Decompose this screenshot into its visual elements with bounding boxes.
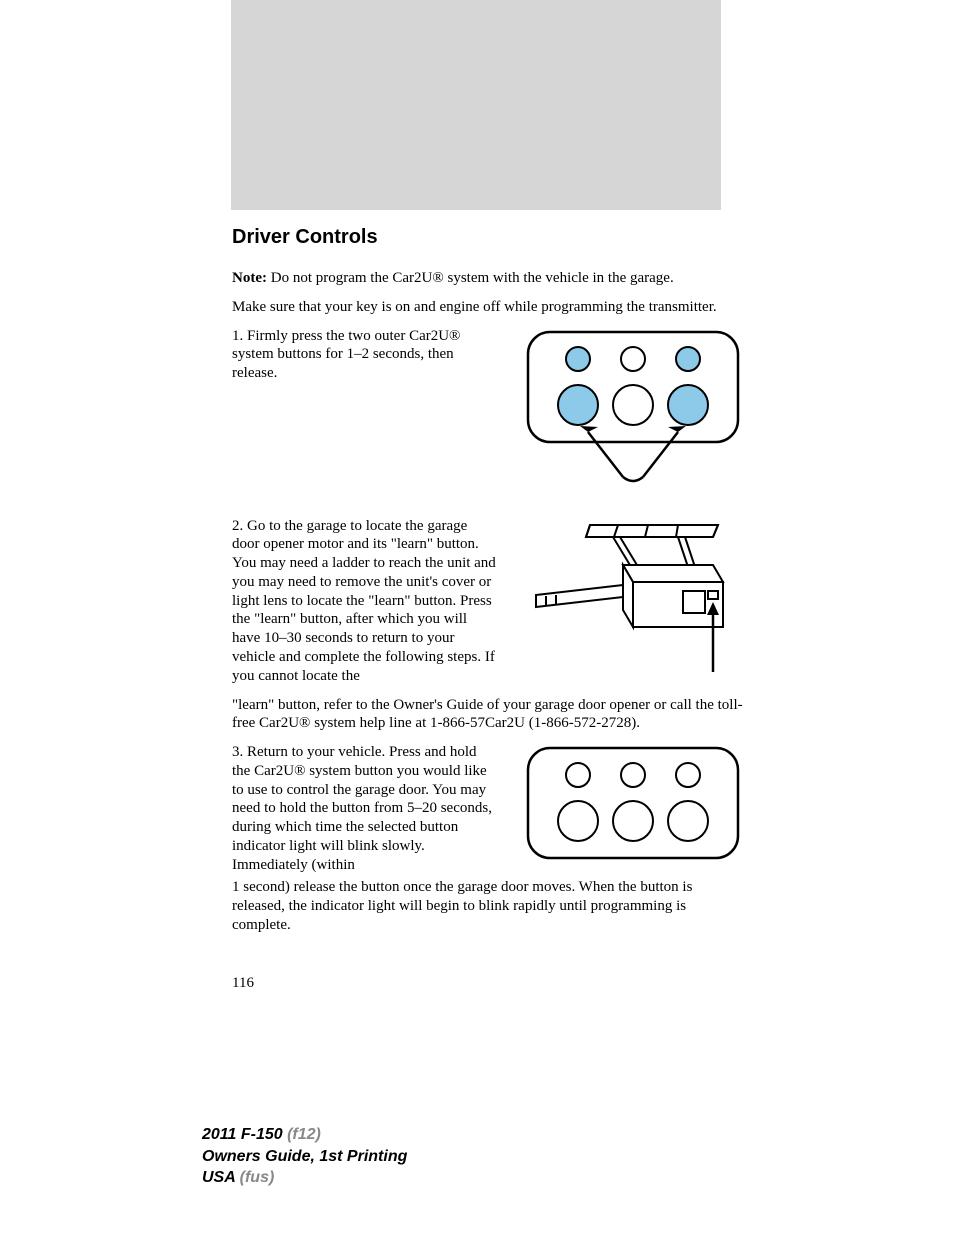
step-3-text-cont: 1 second) release the button once the ga… (232, 878, 748, 934)
footer-model-code: (f12) (283, 1126, 321, 1143)
step-2-text-cont: "learn" button, refer to the Owner's Gui… (232, 696, 748, 734)
make-sure-paragraph: Make sure that your key is on and engine… (232, 298, 748, 317)
note-label: Note: (232, 270, 267, 286)
page-number: 116 (232, 975, 748, 992)
section-title: Driver Controls (232, 226, 748, 249)
step-3-block: 3. Return to your vehicle. Press and hol… (232, 743, 748, 874)
step-3-text-left: 3. Return to your vehicle. Press and hol… (232, 743, 498, 874)
step-1-text: 1. Firmly press the two outer Car2U® sys… (232, 327, 498, 383)
page-content: Driver Controls Note: Do not program the… (232, 226, 748, 992)
step-2-block: 2. Go to the garage to locate the garage… (232, 517, 748, 692)
step-3-figure (518, 743, 748, 868)
footer-line-2: Owners Guide, 1st Printing (202, 1146, 407, 1168)
step-1-block: 1. Firmly press the two outer Car2U® sys… (232, 327, 748, 492)
footer-region-code: (fus) (235, 1169, 274, 1186)
step-2-figure (518, 517, 748, 692)
footer-line-3: USA (fus) (202, 1167, 407, 1189)
step-2-text-left: 2. Go to the garage to locate the garage… (232, 517, 498, 686)
footer-region: USA (202, 1169, 235, 1186)
footer-line-1: 2011 F-150 (f12) (202, 1124, 407, 1146)
step-1-figure (518, 327, 748, 492)
footer-model: 2011 F-150 (202, 1126, 283, 1143)
footer-block: 2011 F-150 (f12) Owners Guide, 1st Print… (202, 1124, 407, 1189)
header-gray-block (231, 0, 721, 210)
note-paragraph: Note: Do not program the Car2U® system w… (232, 269, 748, 288)
note-text: Do not program the Car2U® system with th… (267, 270, 674, 286)
